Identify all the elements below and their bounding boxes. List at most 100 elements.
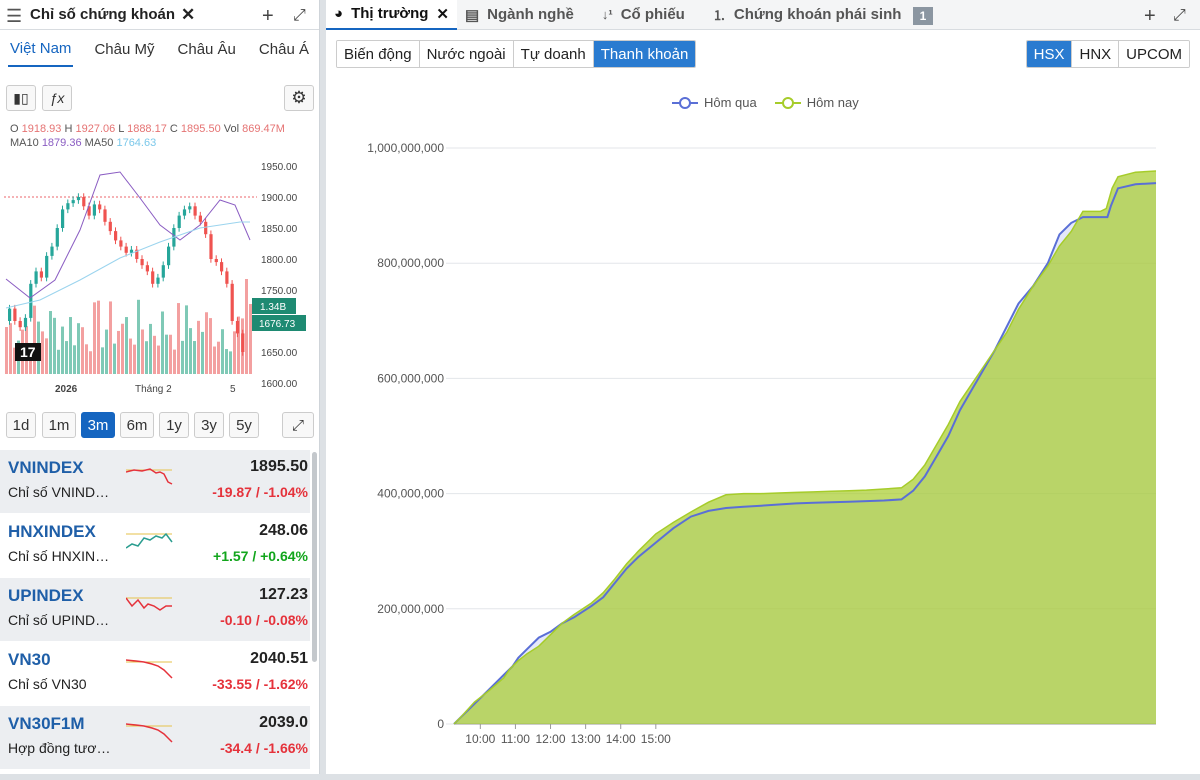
x-tick-label: 15:00	[641, 732, 671, 746]
index-panel-title[interactable]: Chỉ số chứng khoán	[30, 6, 176, 23]
exchange-hnx[interactable]: HNX	[1072, 41, 1120, 67]
high-value: 1927.06	[75, 123, 116, 135]
region-tab-europe[interactable]: Châu Âu	[177, 40, 236, 58]
volume-bar	[237, 316, 240, 374]
candle-body	[82, 197, 86, 207]
subtab-bien-dong[interactable]: Biến động	[337, 41, 420, 67]
candle-body	[76, 197, 81, 201]
ma10-value: 1879.36	[41, 137, 82, 149]
pie-icon: ◕	[334, 5, 344, 22]
volume-bar	[73, 345, 76, 374]
exchange-upcom[interactable]: UPCOM	[1119, 41, 1189, 67]
candle-body	[108, 221, 112, 232]
volume-bar	[97, 300, 100, 374]
ohlc-legend: O 1918.93 H 1927.06 L 1888.17 C 1895.50 …	[10, 122, 285, 150]
candle-body	[129, 249, 134, 253]
sparkline-icon	[126, 468, 173, 485]
volume-bar	[249, 304, 252, 374]
volume-bar	[149, 323, 152, 374]
timeframe-6m[interactable]: 6m	[120, 412, 154, 438]
volume-bar	[41, 331, 44, 374]
subtab-thanh-khoan[interactable]: Thanh khoản	[593, 41, 696, 67]
candle-body	[13, 308, 17, 321]
indicator-fx-icon[interactable]: ƒx	[42, 85, 72, 111]
candle-body	[230, 283, 234, 321]
tab-co-phieu[interactable]: ↓¹ Cổ phiếu	[594, 0, 693, 30]
ma50-line	[5, 221, 250, 309]
index-row-vn30[interactable]: VN30 Chỉ số VN30 2040.51 -33.55 / -1.62%	[0, 642, 310, 705]
scrollbar[interactable]	[312, 452, 317, 662]
volume-bar	[125, 317, 128, 374]
region-tab-asia[interactable]: Châu Á	[258, 40, 309, 58]
volume-bar	[49, 311, 52, 374]
tab-co-phieu-label: Cổ phiếu	[620, 6, 685, 23]
region-tab-americas[interactable]: Châu Mỹ	[94, 40, 155, 58]
candlestick-icon[interactable]: ▮▯	[6, 85, 36, 111]
region-tab-vietnam[interactable]: Việt Nam	[8, 32, 74, 67]
index-change: -33.55 / -1.62%	[212, 676, 308, 692]
legend-item-yesterday[interactable]: Hôm qua	[672, 95, 757, 110]
liquidity-chart[interactable]: 0 200,000,000 400,000,000 600,000,000 800,00…	[326, 130, 1200, 750]
market-panel: ◕ Thị trường ✕ ▤ Ngành nghề ↓¹ Cổ phiếu …	[326, 0, 1200, 774]
candle-body	[156, 277, 160, 284]
index-row-vn30f1m[interactable]: VN30F1M Hợp đồng tươ… 2039.0 -34.4 / -1.66%	[0, 706, 310, 769]
candle-body	[220, 262, 224, 272]
index-row-hnxindex[interactable]: HNXINDEX Chỉ số HNXIN… 248.06 +1.57 / +0.64…	[0, 514, 310, 577]
timeframe-1y[interactable]: 1y	[159, 412, 189, 438]
volume-bar	[165, 334, 168, 374]
volume-bar	[101, 347, 104, 374]
volume-bar	[197, 320, 200, 374]
volume-bar	[221, 329, 224, 374]
gear-icon[interactable]: ⚙	[284, 85, 314, 111]
tab-thi-truong[interactable]: ◕ Thị trường ✕	[326, 0, 457, 30]
volume-bar	[109, 301, 112, 374]
x-tick-label: 12:00	[536, 732, 566, 746]
volume-bar	[61, 326, 64, 374]
volume-bar	[65, 341, 68, 374]
series-line-yesterday	[453, 182, 1157, 725]
timeframe-3y[interactable]: 3y	[194, 412, 224, 438]
subtab-tu-doanh[interactable]: Tự doanh	[513, 41, 594, 67]
sparkline-icon	[126, 532, 173, 549]
index-change: -0.10 / -0.08%	[220, 612, 308, 628]
vol-value: 869.47M	[242, 123, 285, 135]
add-icon[interactable]: +	[1144, 5, 1156, 27]
volume-bar	[205, 312, 208, 374]
legend-item-today[interactable]: Hôm nay	[774, 95, 859, 110]
timeframe-3m[interactable]: 3m	[81, 412, 115, 438]
tab-nganh-nghe[interactable]: ▤ Ngành nghề	[457, 0, 582, 30]
candle-body	[167, 246, 171, 266]
menu-icon[interactable]: ☰	[6, 6, 23, 26]
index-value: 1895.50	[250, 458, 308, 475]
volume-bar	[225, 349, 228, 374]
high-label: H	[64, 123, 73, 135]
index-row-upindex[interactable]: UPINDEX Chỉ số UPIND… 127.23 -0.10 / -0.08%	[0, 578, 310, 641]
volume-bar	[133, 344, 136, 374]
add-icon[interactable]: +	[262, 5, 274, 27]
exchange-hsx[interactable]: HSX	[1026, 41, 1073, 67]
volume-bar	[93, 302, 96, 374]
low-value: 1888.17	[127, 123, 167, 135]
candle-body	[193, 206, 197, 216]
candle-body	[119, 240, 123, 247]
price-badge	[252, 315, 306, 331]
fullscreen-icon[interactable]: ⤢	[282, 412, 314, 438]
close-icon[interactable]: ✕	[181, 5, 196, 24]
volume-bar	[157, 345, 160, 374]
candle-body	[182, 209, 187, 216]
index-row-vnindex[interactable]: VNINDEX Chỉ số VNIND… 1895.50 -19.87 / -1.0…	[0, 450, 310, 513]
candle-body	[145, 265, 149, 272]
expand-icon[interactable]: ⤢	[1173, 7, 1186, 24]
index-panel-header: ☰ Chỉ số chứng khoán ✕ + ⤢	[0, 0, 319, 30]
candlestick-chart[interactable]: 1950.001900.001850.001800.001750.001700.…	[0, 130, 320, 400]
subtab-nuoc-ngoai[interactable]: Nước ngoài	[419, 41, 514, 67]
timeframe-5y[interactable]: 5y	[229, 412, 259, 438]
candle-body	[124, 246, 128, 253]
expand-icon[interactable]: ⤢	[293, 7, 306, 24]
timeframe-1d[interactable]: 1d	[6, 412, 36, 438]
volume-bar	[105, 329, 108, 374]
sparkline-path	[126, 532, 173, 549]
tab-phai-sinh[interactable]: ⒈ Chứng khoán phái sinh	[705, 0, 910, 30]
close-tab-icon[interactable]: ✕	[436, 5, 449, 23]
timeframe-1m[interactable]: 1m	[42, 412, 76, 438]
